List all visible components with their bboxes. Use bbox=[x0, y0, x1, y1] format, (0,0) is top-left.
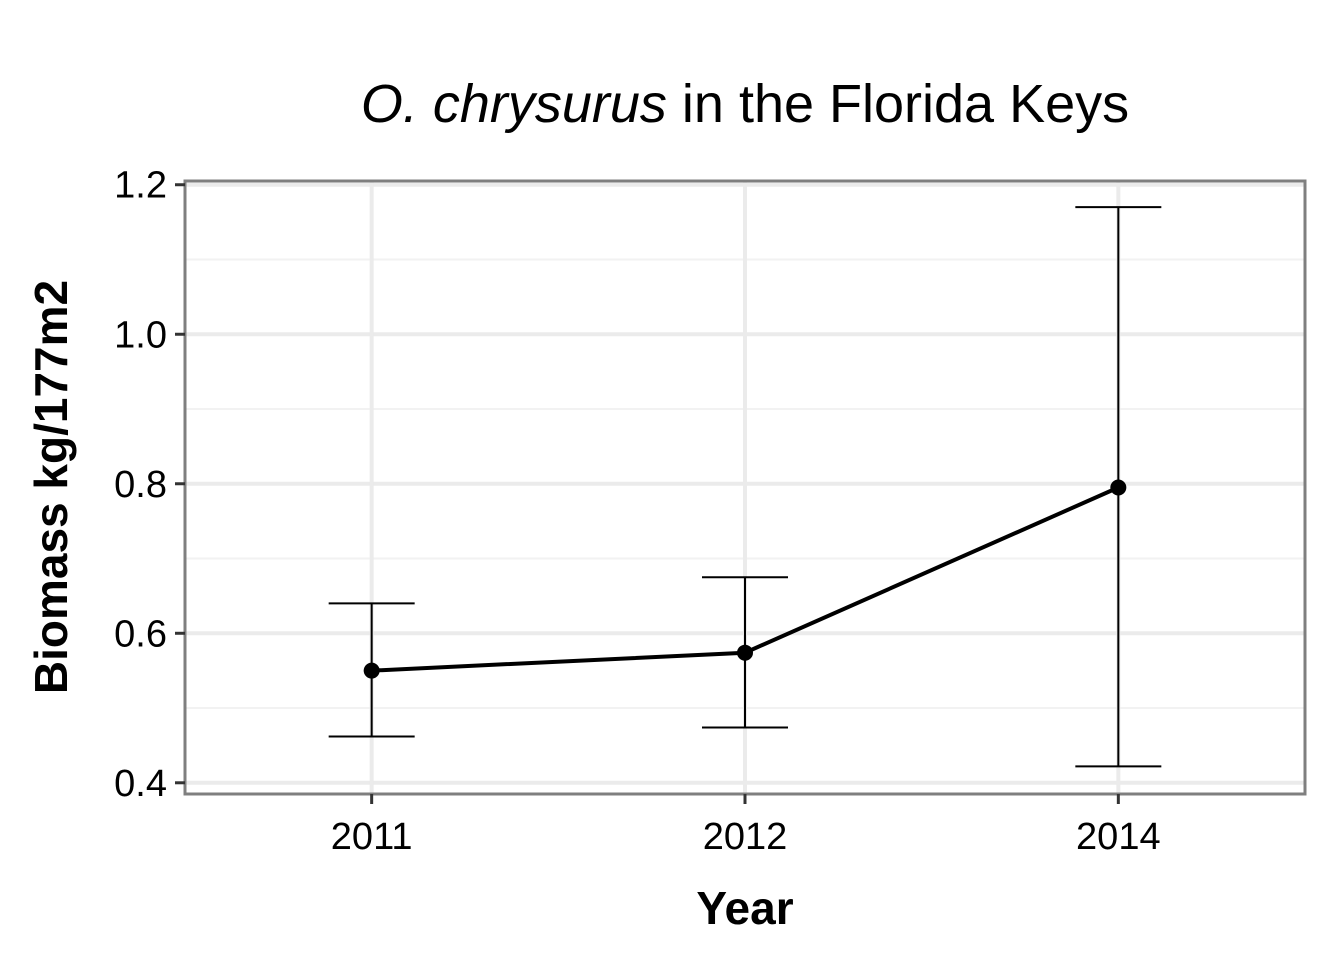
y-axis-title: Biomass kg/177m2 bbox=[25, 280, 77, 694]
x-axis-ticks: 2011 2012 2014 bbox=[331, 794, 1161, 858]
data-points bbox=[363, 479, 1127, 679]
y-tick-label: 0.6 bbox=[114, 613, 167, 655]
y-tick-label: 1.0 bbox=[114, 314, 167, 356]
y-tick-label: 0.8 bbox=[114, 464, 167, 506]
x-tick-label: 2011 bbox=[331, 816, 413, 858]
y-tick-label: 1.2 bbox=[114, 165, 167, 207]
chart-title-rest: in the Florida Keys bbox=[667, 74, 1129, 134]
data-point bbox=[737, 644, 753, 661]
chart-title-species: O. chrysurus bbox=[361, 74, 667, 134]
y-tick-label: 0.4 bbox=[114, 763, 167, 805]
x-axis-title: Year bbox=[696, 882, 793, 934]
chart-title: O. chrysurus in the Florida Keys bbox=[361, 74, 1129, 134]
data-point bbox=[363, 662, 380, 679]
data-point bbox=[1110, 479, 1127, 496]
x-tick-label: 2012 bbox=[703, 816, 788, 858]
y-axis-ticks: 0.4 0.6 0.8 1.0 1.2 bbox=[114, 165, 185, 805]
x-tick-label: 2014 bbox=[1076, 816, 1161, 858]
